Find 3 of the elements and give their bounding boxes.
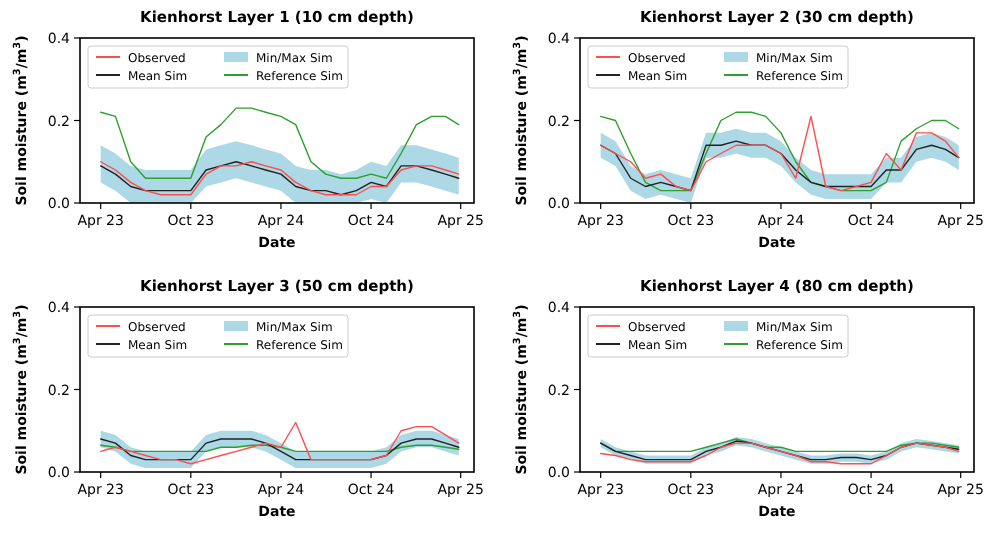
line-series (99, 421, 460, 465)
line-series (99, 161, 460, 196)
line-series (99, 107, 460, 179)
